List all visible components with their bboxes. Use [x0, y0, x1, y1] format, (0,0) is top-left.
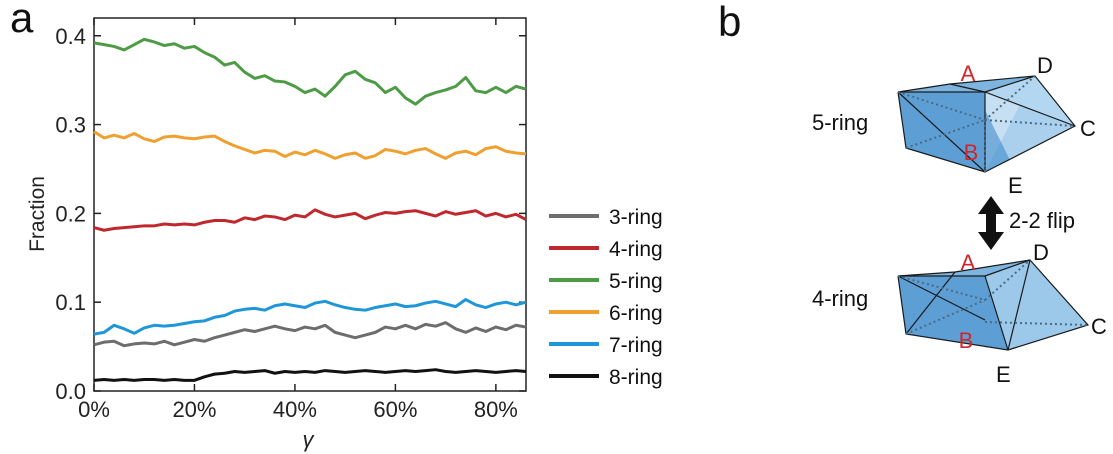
- x-tick-label: 60%: [373, 397, 417, 422]
- vertex-label-e-top: E: [1008, 173, 1023, 198]
- vertex-label-b-bottom: B: [959, 328, 974, 353]
- series-line-8-ring: [93, 368, 527, 382]
- series-line-5-ring: [93, 37, 527, 106]
- five-ring-label: 5-ring: [812, 110, 868, 135]
- panel-label-b: b: [718, 0, 742, 45]
- face-back-right: [985, 76, 1075, 126]
- legend-label-3-ring: 3-ring: [609, 206, 663, 229]
- face-top-b: [898, 260, 1030, 276]
- legend-label-5-ring: 5-ring: [609, 270, 663, 293]
- vertex-label-d-top: D: [1037, 53, 1053, 78]
- vertex-label-c-top: C: [1080, 116, 1096, 141]
- panel-label-a: a: [10, 0, 34, 41]
- vertex-label-a-bottom: A: [961, 250, 976, 275]
- y-axis-ticks: 0.0 0.1 0.2 0.3 0.4: [55, 24, 526, 404]
- series-line-4-ring: [93, 208, 527, 232]
- x-tick-label: 40%: [273, 397, 317, 422]
- y-axis-label: Fraction: [26, 176, 49, 252]
- series-line-6-ring: [93, 130, 527, 160]
- legend: 3-ring 4-ring 5-ring 6-ring 7-ring 8-ring: [549, 206, 663, 389]
- ring-fraction-chart: 0.00.10.20.30.4 0% 20% 40% 60% 80% Fraction …: [26, 17, 663, 452]
- face-front-dark: [985, 110, 1010, 172]
- x-axis-ticks: 0% 20% 40% 60% 80%: [78, 18, 518, 422]
- legend-label-6-ring: 6-ring: [609, 302, 663, 325]
- flip-label: 2-2 flip: [1009, 208, 1075, 233]
- four-ring-label: 4-ring: [812, 286, 868, 311]
- double-arrow-icon: [978, 196, 1004, 250]
- x-axis-label: γ: [303, 427, 316, 452]
- x-tick-label: 0%: [78, 397, 110, 422]
- face-top: [898, 76, 1035, 92]
- face-mid-b: [985, 260, 1088, 350]
- y-tick-label: 0.0: [55, 379, 86, 404]
- y-tick-label: 0.3: [55, 113, 86, 138]
- four-ring-polyhedron: A B C D E: [897, 240, 1107, 387]
- x-tick-label: 80%: [474, 397, 518, 422]
- vertex-label-b-top: B: [964, 140, 979, 165]
- series-line-7-ring: [93, 298, 527, 336]
- y-tick-label: 0.4: [55, 24, 86, 49]
- face-front-mid: [985, 92, 1075, 172]
- vertex-label-d-bottom: D: [1033, 240, 1049, 265]
- series-line-3-ring: [93, 321, 527, 348]
- plot-frame: [93, 17, 527, 392]
- vertex-label-a-top: A: [961, 61, 976, 86]
- y-tick-label: 0.2: [55, 201, 86, 226]
- vertex-label-c-bottom: C: [1091, 314, 1107, 339]
- vertex-label-e-bottom: E: [996, 362, 1011, 387]
- legend-label-7-ring: 7-ring: [609, 334, 663, 357]
- five-ring-polyhedron: A B C D E: [897, 53, 1096, 198]
- x-tick-label: 20%: [172, 397, 216, 422]
- y-tick-label: 0.1: [55, 290, 86, 315]
- legend-label-8-ring: 8-ring: [609, 366, 663, 389]
- series-lines: [93, 37, 527, 382]
- legend-label-4-ring: 4-ring: [609, 238, 663, 261]
